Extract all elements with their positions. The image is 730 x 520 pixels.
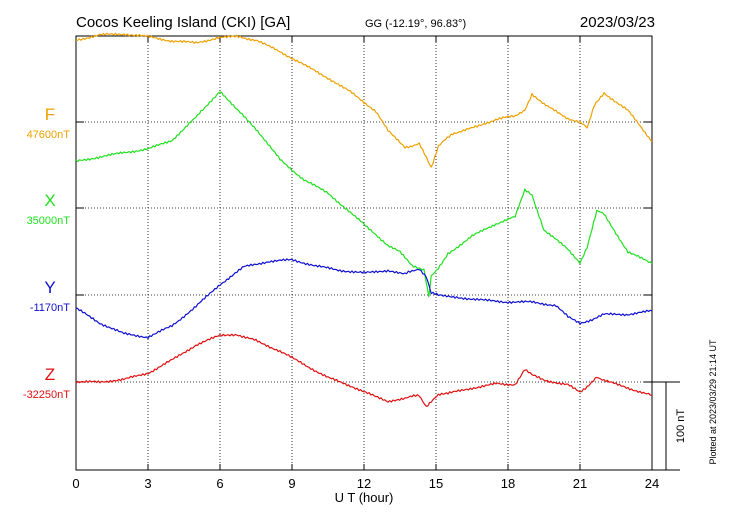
scale-bar — [652, 381, 680, 471]
x-axis-ticks: 0 3 6 9 12 15 18 21 24 — [72, 36, 659, 491]
x-tick-label: 15 — [429, 476, 443, 491]
series-labels: F 47600nT X 35000nT Y -1170nT Z -32250nT — [23, 105, 70, 401]
series-line-z — [75, 333, 652, 407]
series-line-y — [75, 258, 653, 340]
x-tick-label: 0 — [72, 476, 79, 491]
scale-bar-label: 100 nT — [675, 409, 687, 444]
series-name-f: F — [45, 105, 55, 124]
series-baseline-z: -32250nT — [23, 389, 70, 401]
series-line-f — [75, 32, 653, 168]
x-axis-label: U T (hour) — [335, 490, 394, 505]
station-title: Cocos Keeling Island (CKI) [GA] — [76, 14, 290, 31]
series-baseline-x: 35000nT — [27, 215, 71, 227]
series-name-y: Y — [44, 278, 55, 297]
x-tick-label: 24 — [645, 476, 659, 491]
series-line-x — [75, 91, 653, 298]
grid-layer — [76, 36, 652, 470]
series-name-z: Z — [45, 365, 55, 384]
x-tick-label: 6 — [216, 476, 223, 491]
x-tick-label: 12 — [357, 476, 371, 491]
series-baseline-y: -1170nT — [30, 302, 70, 314]
x-tick-label: 18 — [501, 476, 515, 491]
coordinates-label: GG (-12.19°, 96.83°) — [365, 18, 466, 30]
x-tick-label: 3 — [144, 476, 151, 491]
plotted-at-note: Plotted at 2023/03/29 21:14 UT — [708, 339, 718, 465]
series-name-x: X — [44, 191, 55, 210]
series-layer — [75, 32, 653, 407]
x-tick-label: 9 — [288, 476, 295, 491]
series-baseline-f: 47600nT — [27, 129, 71, 141]
x-tick-label: 21 — [573, 476, 587, 491]
date-label: 2023/03/23 — [580, 14, 655, 31]
